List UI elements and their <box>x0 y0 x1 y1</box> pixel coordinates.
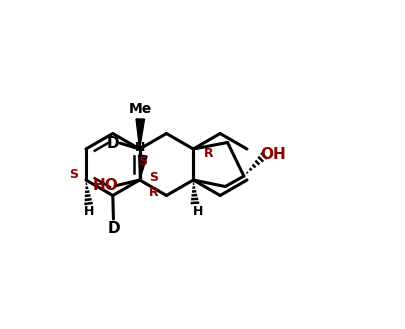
Text: S: S <box>69 167 78 181</box>
Polygon shape <box>139 155 147 180</box>
Text: H: H <box>135 141 145 154</box>
Polygon shape <box>136 119 145 149</box>
Text: H: H <box>193 205 203 218</box>
Text: S: S <box>149 171 158 184</box>
Text: Me: Me <box>129 102 152 116</box>
Text: S: S <box>138 155 147 168</box>
Text: HO: HO <box>92 178 118 193</box>
Text: D: D <box>107 136 119 151</box>
Text: D: D <box>107 221 120 236</box>
Text: R: R <box>149 186 159 199</box>
Text: OH: OH <box>260 147 286 162</box>
Text: R: R <box>204 147 214 161</box>
Text: H: H <box>84 206 94 218</box>
